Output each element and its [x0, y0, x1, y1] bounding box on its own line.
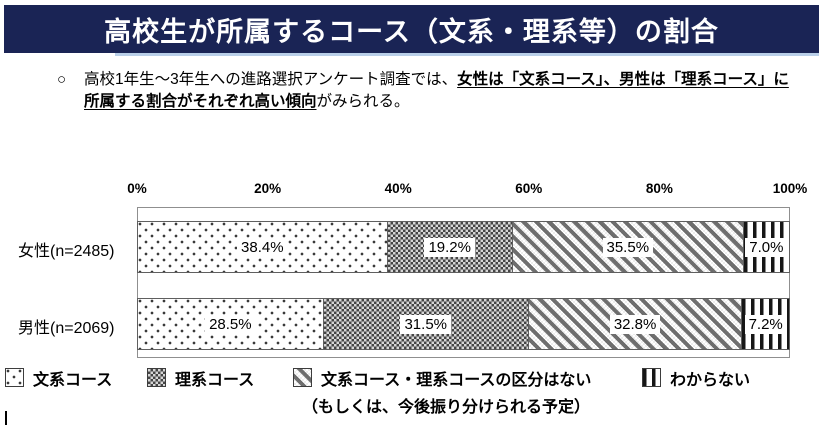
x-axis-tick-60: 60% — [515, 181, 543, 196]
legend-item-bunkei: 文系コース — [5, 367, 113, 389]
legend-item-unknown: わからない — [642, 367, 751, 389]
summary-emphasis-2: 所属する割合がそれぞれ高い傾向 — [84, 93, 317, 111]
value-label: 32.8% — [609, 314, 661, 334]
x-axis-tick-20: 20% — [254, 181, 282, 196]
page-title: 高校生が所属するコース（文系・理系等）の割合 — [104, 16, 719, 47]
legend-swatch-vertical-stripes — [642, 368, 661, 387]
bar-male-segment-rikei: 31.5% — [322, 299, 528, 349]
legend-swatch-diagonal-stripes — [293, 368, 312, 387]
bullet-circle-icon: ○ — [57, 71, 67, 88]
bar-female-segment-rikei: 19.2% — [386, 222, 512, 272]
x-axis-tick-80: 80% — [645, 181, 673, 196]
legend-label-line2: （もしくは、今後振り分けられる予定） — [302, 399, 591, 416]
value-label: 7.2% — [744, 314, 787, 334]
value-label: 19.2% — [424, 237, 475, 257]
legend-label: 文系コース・理系コースの区分はない — [321, 371, 592, 389]
bar-female-segment-no-division: 35.5% — [511, 222, 743, 272]
legend-item-no-division: 文系コース・理系コースの区分はない — [293, 367, 592, 389]
bar-male-segment-unknown: 7.2% — [741, 299, 790, 349]
x-axis-tick-100: 100% — [772, 181, 808, 196]
legend-label: わからない — [670, 371, 751, 389]
bar-male: 28.5% 31.5% 32.8% 7.2% — [137, 298, 790, 350]
bar-female-segment-bunkei: 38.4% — [138, 222, 387, 272]
category-label-female: 女性(n=2485) — [18, 243, 115, 260]
plot-area: 38.4% 19.2% 35.5% 7.0% 28.5% 31.5% 32.8%… — [137, 207, 790, 358]
text-cursor-artifact — [5, 411, 7, 425]
summary-paragraph: ○ 高校1年生～3年生への進路選択アンケート調査では、女性は「文系コース」、男性は… — [57, 69, 797, 114]
bar-female-segment-unknown: 7.0% — [742, 222, 789, 272]
x-axis-tick-0: 0% — [127, 181, 147, 196]
value-label: 28.5% — [205, 314, 256, 334]
summary-text-1: 高校1年生～3年生への進路選択アンケート調査では、 — [84, 71, 458, 88]
summary-text-2: がみられる。 — [316, 93, 410, 111]
legend-item-rikei: 理系コース — [147, 367, 255, 389]
legend-label: 文系コース — [33, 371, 113, 389]
legend-swatch-dense-checker — [147, 368, 166, 387]
x-axis-labels: 0% 20% 40% 60% 80% 100% — [127, 181, 807, 199]
value-label: 7.0% — [745, 237, 788, 257]
bar-male-segment-bunkei: 28.5% — [138, 299, 323, 349]
bar-male-segment-no-division: 32.8% — [527, 299, 742, 349]
category-label-male: 男性(n=2069) — [18, 320, 115, 337]
value-label: 31.5% — [400, 314, 452, 334]
title-underline — [115, 53, 819, 56]
value-label: 35.5% — [602, 237, 654, 257]
legend-label: 理系コース — [175, 371, 255, 389]
bar-female: 38.4% 19.2% 35.5% 7.0% — [137, 221, 790, 273]
legend-swatch-dots — [5, 368, 24, 387]
page-title-bar: 高校生が所属するコース（文系・理系等）の割合 — [4, 5, 819, 53]
x-axis-tick-40: 40% — [384, 181, 412, 196]
value-label: 38.4% — [237, 237, 288, 257]
summary-emphasis-1: 女性は「文系コース」、男性は「理系コース」に — [457, 71, 789, 88]
